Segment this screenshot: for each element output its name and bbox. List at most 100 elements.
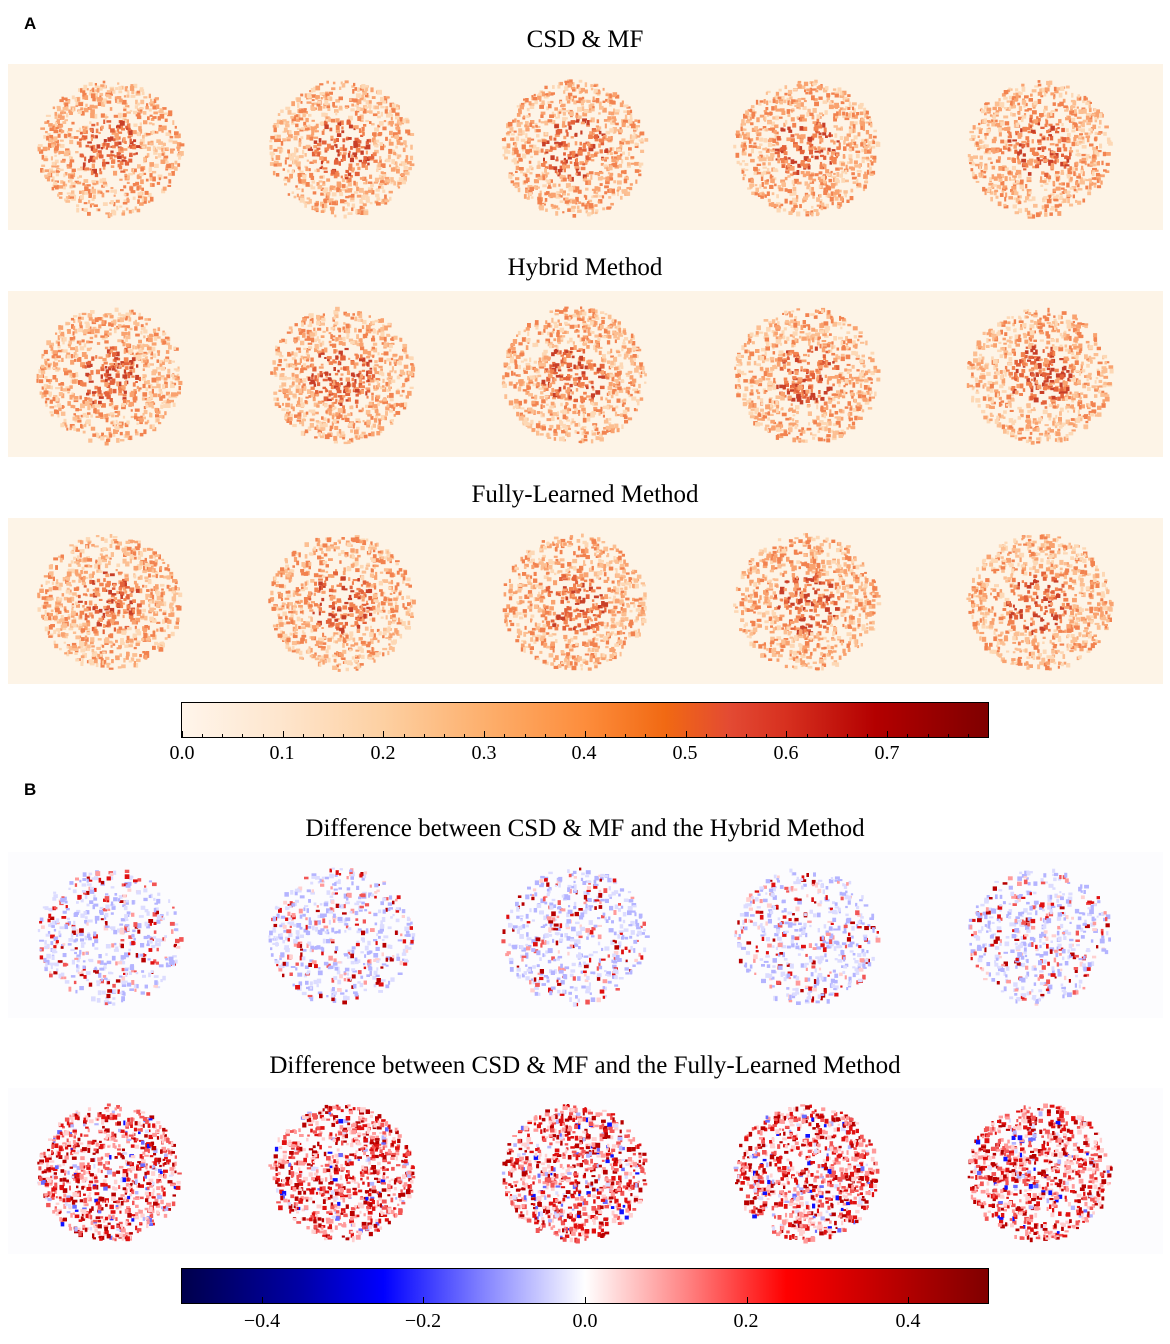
voxel: [543, 161, 547, 164]
voxel: [153, 130, 157, 134]
voxel: [141, 145, 146, 149]
voxel: [385, 96, 390, 99]
voxel: [1037, 139, 1042, 143]
voxel: [819, 194, 822, 198]
voxel: [97, 102, 103, 106]
voxel: [748, 116, 750, 120]
voxel: [327, 95, 332, 99]
voxel: [789, 101, 793, 106]
voxel: [331, 201, 337, 206]
voxel: [404, 172, 409, 175]
voxel: [979, 155, 983, 160]
voxel: [634, 145, 639, 148]
voxel: [101, 403, 106, 408]
voxel: [812, 133, 818, 138]
voxel: [61, 357, 64, 362]
voxel: [158, 110, 162, 114]
voxel: [749, 186, 753, 189]
voxel: [147, 380, 150, 385]
voxel: [800, 171, 805, 175]
voxel: [382, 189, 386, 193]
voxel: [104, 116, 109, 119]
voxel: [379, 156, 382, 161]
voxel: [763, 170, 767, 175]
voxel: [343, 313, 347, 316]
voxel: [119, 124, 124, 130]
voxel: [610, 111, 615, 116]
voxel: [550, 92, 555, 95]
voxel: [867, 141, 873, 145]
voxel: [365, 100, 370, 105]
voxel: [1040, 87, 1045, 93]
voxel: [342, 206, 345, 212]
voxel: [544, 168, 547, 173]
voxel: [519, 121, 523, 125]
voxel: [840, 126, 843, 131]
voxel: [820, 84, 823, 89]
voxel: [69, 385, 73, 389]
voxel: [1064, 190, 1068, 194]
voxel: [796, 170, 800, 175]
voxel: [970, 138, 975, 141]
voxel: [602, 177, 606, 180]
voxel: [49, 399, 53, 404]
voxel: [366, 196, 370, 200]
voxel: [802, 118, 807, 122]
voxel: [106, 384, 111, 388]
voxel: [111, 378, 116, 384]
voxel: [60, 423, 65, 428]
voxel: [56, 367, 61, 371]
voxel: [291, 170, 294, 174]
voxel: [638, 173, 642, 177]
voxel: [87, 360, 92, 366]
voxel: [122, 113, 126, 117]
voxel: [364, 87, 369, 92]
voxel: [818, 96, 823, 100]
voxel: [125, 105, 130, 108]
voxel: [523, 180, 528, 184]
voxel: [335, 138, 339, 142]
voxel: [839, 107, 844, 111]
voxel: [73, 318, 76, 323]
voxel: [123, 333, 126, 339]
voxel: [550, 147, 553, 152]
voxel: [562, 162, 567, 166]
voxel: [360, 134, 364, 137]
voxel: [96, 432, 100, 438]
voxel: [528, 101, 532, 106]
voxel: [1039, 133, 1043, 137]
voxel: [1013, 92, 1016, 96]
voxel: [1021, 158, 1027, 163]
voxel: [151, 388, 154, 394]
voxel: [126, 94, 130, 98]
voxel: [372, 113, 378, 117]
voxel: [328, 373, 332, 376]
voxel: [1088, 103, 1091, 109]
voxel: [861, 138, 865, 142]
voxel: [576, 84, 580, 89]
voxel: [112, 388, 117, 394]
voxel: [786, 170, 790, 174]
voxel: [1088, 101, 1092, 104]
voxel: [548, 149, 553, 152]
voxel: [621, 189, 626, 193]
voxel: [738, 134, 742, 138]
voxel: [345, 328, 351, 334]
voxel: [98, 396, 104, 399]
voxel: [1085, 102, 1090, 106]
voxel: [298, 139, 301, 144]
voxel: [784, 119, 788, 125]
voxel: [347, 202, 350, 207]
voxel: [92, 105, 98, 109]
voxel: [65, 150, 71, 154]
voxel: [875, 142, 881, 147]
voxel: [49, 168, 54, 173]
voxel: [102, 80, 106, 84]
voxel: [618, 163, 623, 168]
voxel: [528, 189, 533, 195]
voxel: [1062, 143, 1066, 149]
voxel: [582, 174, 587, 179]
voxel: [64, 119, 68, 122]
voxel: [812, 108, 817, 113]
voxel: [104, 313, 109, 318]
